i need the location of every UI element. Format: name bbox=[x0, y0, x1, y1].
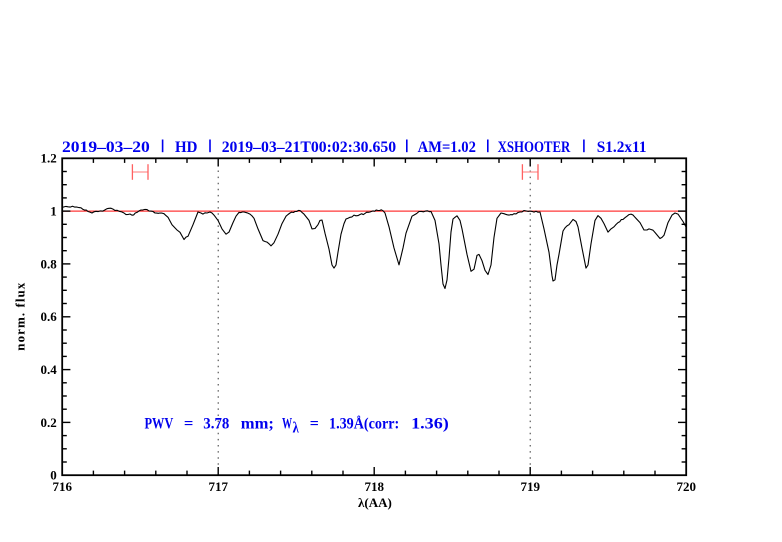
svg-text:HD: HD bbox=[175, 139, 197, 156]
svg-text:1: 1 bbox=[50, 204, 57, 219]
svg-text:1.39Å(corr:: 1.39Å(corr: bbox=[329, 414, 399, 432]
svg-text:=: = bbox=[310, 415, 319, 432]
svg-text:716: 716 bbox=[52, 479, 72, 494]
svg-text:1.2: 1.2 bbox=[41, 151, 57, 166]
svg-text:3.78: 3.78 bbox=[203, 415, 229, 432]
svg-text:λ: λ bbox=[293, 420, 299, 437]
svg-text:S1.2x11: S1.2x11 bbox=[597, 139, 647, 156]
svg-text:2019–03–20: 2019–03–20 bbox=[62, 139, 150, 156]
svg-text:0.4: 0.4 bbox=[41, 362, 58, 377]
svg-text:720: 720 bbox=[676, 479, 696, 494]
svg-text:2019–03–21T00:02:30.650: 2019–03–21T00:02:30.650 bbox=[222, 139, 396, 156]
svg-text:=: = bbox=[184, 415, 194, 432]
svg-text:λ(AA): λ(AA) bbox=[358, 495, 392, 510]
svg-text:718: 718 bbox=[364, 479, 384, 494]
svg-text:norm. flux: norm. flux bbox=[12, 282, 27, 351]
svg-text:0.2: 0.2 bbox=[41, 415, 57, 430]
svg-text:XSHOOTER: XSHOOTER bbox=[498, 139, 571, 156]
svg-text:0.8: 0.8 bbox=[41, 256, 58, 271]
svg-text:AM=1.02: AM=1.02 bbox=[418, 139, 476, 156]
svg-text:W: W bbox=[282, 415, 292, 432]
svg-text:0: 0 bbox=[50, 468, 57, 483]
svg-text:1.36): 1.36) bbox=[411, 415, 449, 432]
svg-text:PWV: PWV bbox=[145, 415, 174, 432]
svg-text:717: 717 bbox=[208, 479, 228, 494]
svg-text:mm;: mm; bbox=[241, 415, 274, 432]
svg-text:0.6: 0.6 bbox=[41, 309, 58, 324]
svg-text:719: 719 bbox=[520, 479, 540, 494]
